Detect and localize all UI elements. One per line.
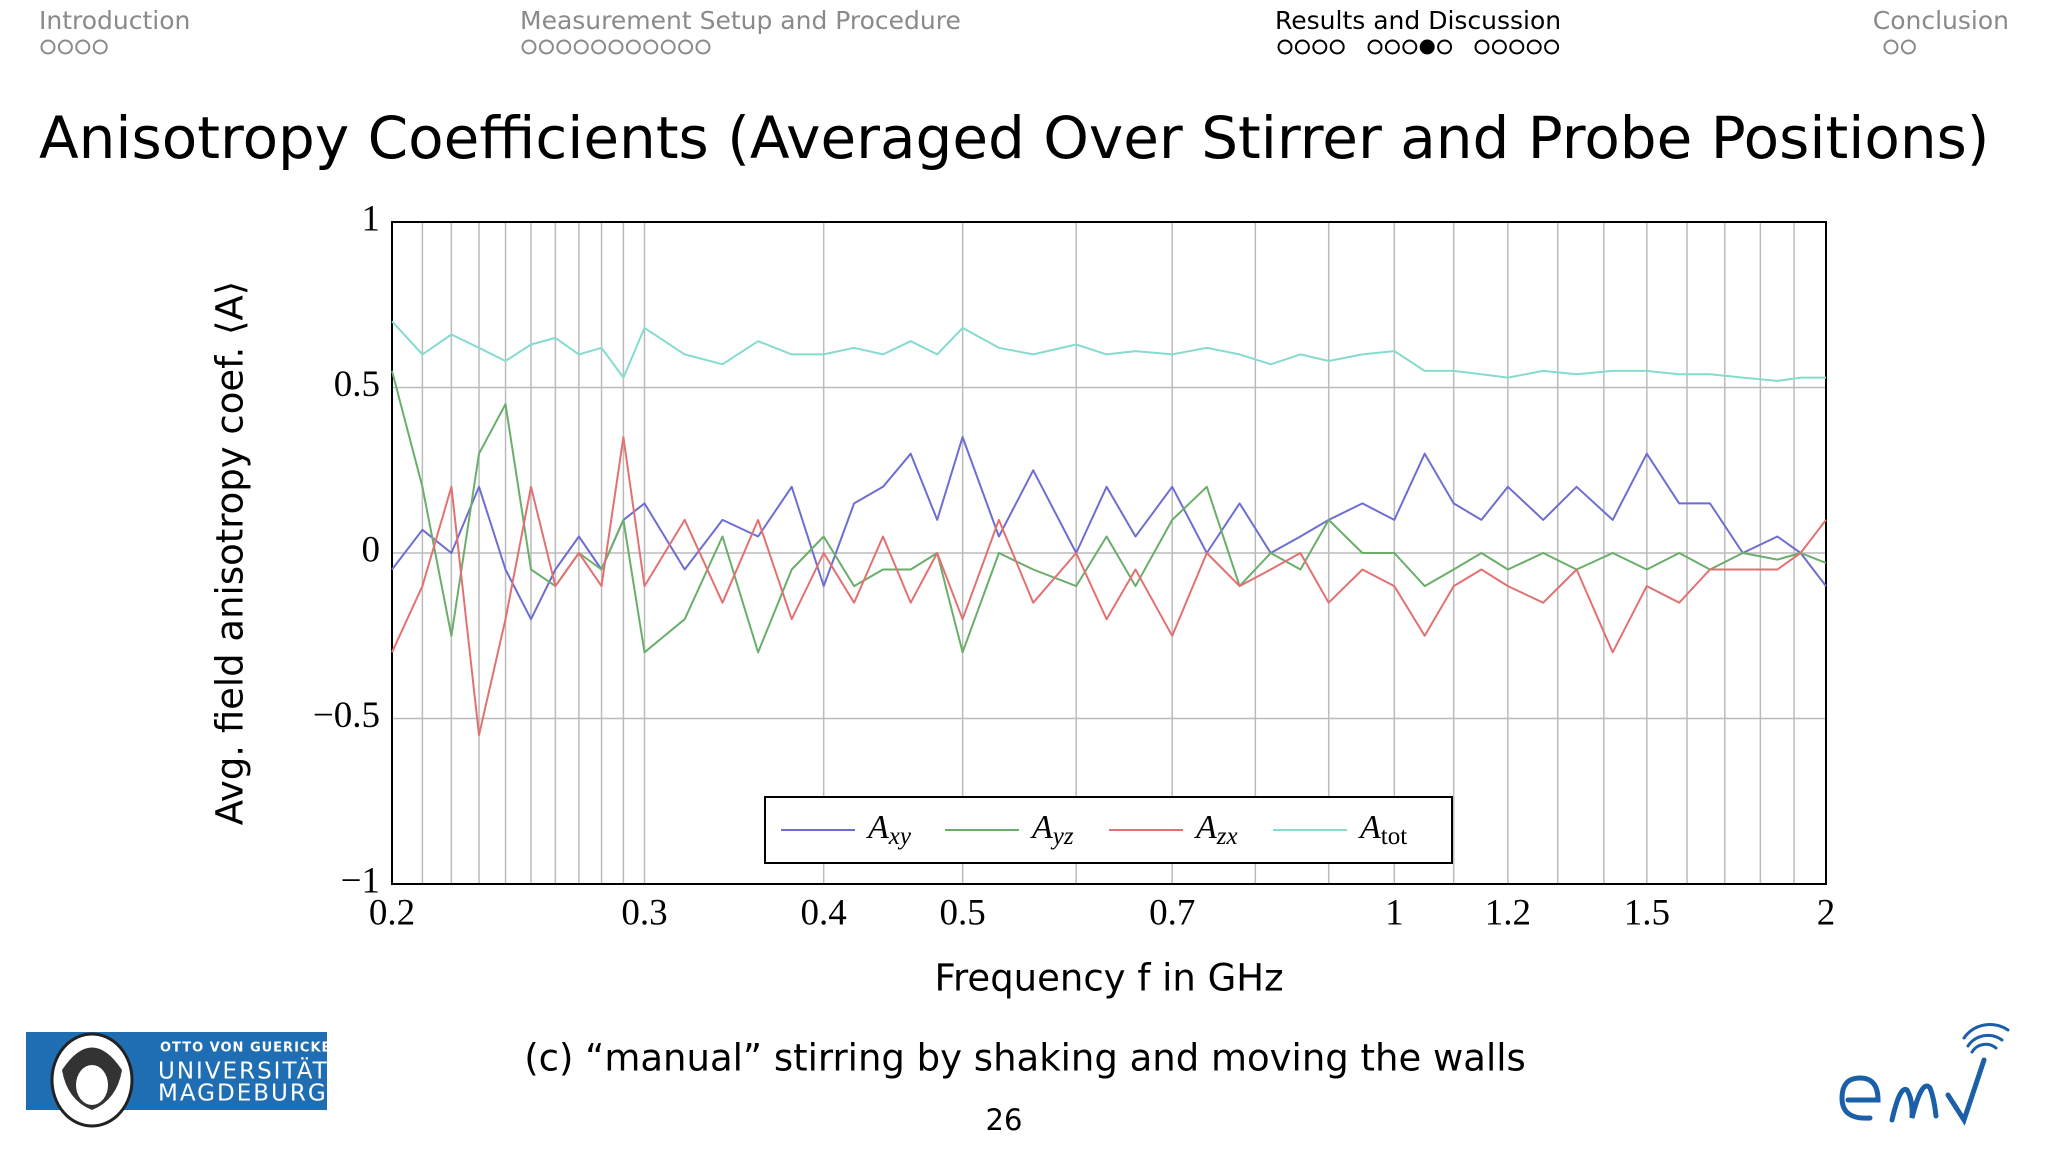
nav-dot	[1367, 39, 1383, 55]
nav-section[interactable]: Introduction	[39, 6, 190, 35]
emv-v	[1945, 1057, 1987, 1126]
nav-dot	[573, 39, 589, 55]
nav-dot	[1900, 39, 1916, 55]
nav-dot	[57, 39, 73, 55]
chart: 0.2 0.3 0.4 0.5 0.7 1 1.2 1.5 2 −1 −0.5 0 0.5 1 Axy Ayz…	[209, 198, 1836, 999]
nav-dot	[625, 39, 641, 55]
university-logo: OTTO VON GUERICKE UNIVERSITÄT MAGDEBURG	[26, 1032, 331, 1128]
x-tick-label: 0.2	[369, 892, 415, 933]
nav-dot	[695, 39, 711, 55]
plot-frame	[391, 221, 1827, 885]
x-tick-label: 1	[1385, 892, 1404, 933]
nav-dot	[643, 39, 659, 55]
legend-label: Atot	[1358, 809, 1407, 850]
data-line	[391, 436, 1827, 621]
nav-dot	[521, 39, 537, 55]
y-axis-label: Avg. field anisotropy coef. ⟨A⟩	[209, 281, 252, 825]
x-tick-label: 0.5	[940, 892, 986, 933]
x-tick-label: 0.4	[801, 892, 847, 933]
nav-dot	[608, 39, 624, 55]
y-tick-label: −1	[341, 860, 380, 901]
nav-section[interactable]: Results and Discussion	[1275, 6, 1561, 35]
logo-text: OTTO VON GUERICKE	[160, 1041, 331, 1056]
y-tick-label: −0.5	[313, 695, 380, 736]
legend-label: Ayz	[1030, 809, 1074, 850]
nav-dot	[92, 39, 108, 55]
nav-dot	[1419, 39, 1435, 55]
caption: (c) “manual” stirring by shaking and mov…	[524, 1037, 1526, 1080]
nav-dot	[1491, 39, 1507, 55]
nav-dots	[40, 39, 1916, 55]
slide-title: Anisotropy Coefficients (Averaged Over S…	[39, 104, 1989, 172]
nav-dot	[660, 39, 676, 55]
nav-dot	[1329, 39, 1345, 55]
logo-text: UNIVERSITÄT	[158, 1057, 329, 1085]
y-tick-label: 1	[362, 198, 381, 239]
nav-dot	[556, 39, 572, 55]
logo-portrait-face	[76, 1065, 108, 1105]
nav-dot	[678, 39, 694, 55]
nav-dot	[1277, 39, 1293, 55]
data-line	[391, 436, 1827, 736]
emv-waves	[1962, 1023, 2010, 1054]
nav-dot	[1294, 39, 1310, 55]
y-tick-label: 0.5	[334, 364, 380, 405]
nav-dot	[538, 39, 554, 55]
nav-section[interactable]: Measurement Setup and Procedure	[520, 6, 961, 35]
nav-dot	[40, 39, 56, 55]
nav-dot	[1474, 39, 1490, 55]
legend-label: Azx	[1194, 809, 1238, 850]
x-tick-label: 2	[1817, 892, 1836, 933]
emv-m	[1889, 1083, 1939, 1123]
nav-dot	[1402, 39, 1418, 55]
nav-dot	[1437, 39, 1453, 55]
nav-dot	[1312, 39, 1328, 55]
x-tick-label: 0.7	[1149, 892, 1195, 933]
nav-dot	[1384, 39, 1400, 55]
nav-section[interactable]: Conclusion	[1873, 6, 2009, 35]
emv-logo	[1839, 1023, 2010, 1126]
y-tick-label: 0	[362, 529, 381, 570]
page-number: 26	[986, 1103, 1023, 1137]
x-axis-label: Frequency f in GHz	[934, 957, 1283, 1000]
legend-label: Axy	[866, 809, 912, 850]
nav-dot	[1883, 39, 1899, 55]
x-tick-label: 1.2	[1485, 892, 1531, 933]
nav-dot	[1544, 39, 1560, 55]
data-line	[391, 320, 1826, 382]
nav-dot	[591, 39, 607, 55]
emv-e	[1839, 1075, 1881, 1121]
x-tick-label: 0.3	[621, 892, 667, 933]
nav-dot	[1509, 39, 1525, 55]
x-tick-label: 1.5	[1624, 892, 1670, 933]
nav-dot	[75, 39, 91, 55]
nav-dot	[1526, 39, 1542, 55]
data-line	[391, 370, 1827, 654]
logo-text: MAGDEBURG	[158, 1081, 328, 1107]
